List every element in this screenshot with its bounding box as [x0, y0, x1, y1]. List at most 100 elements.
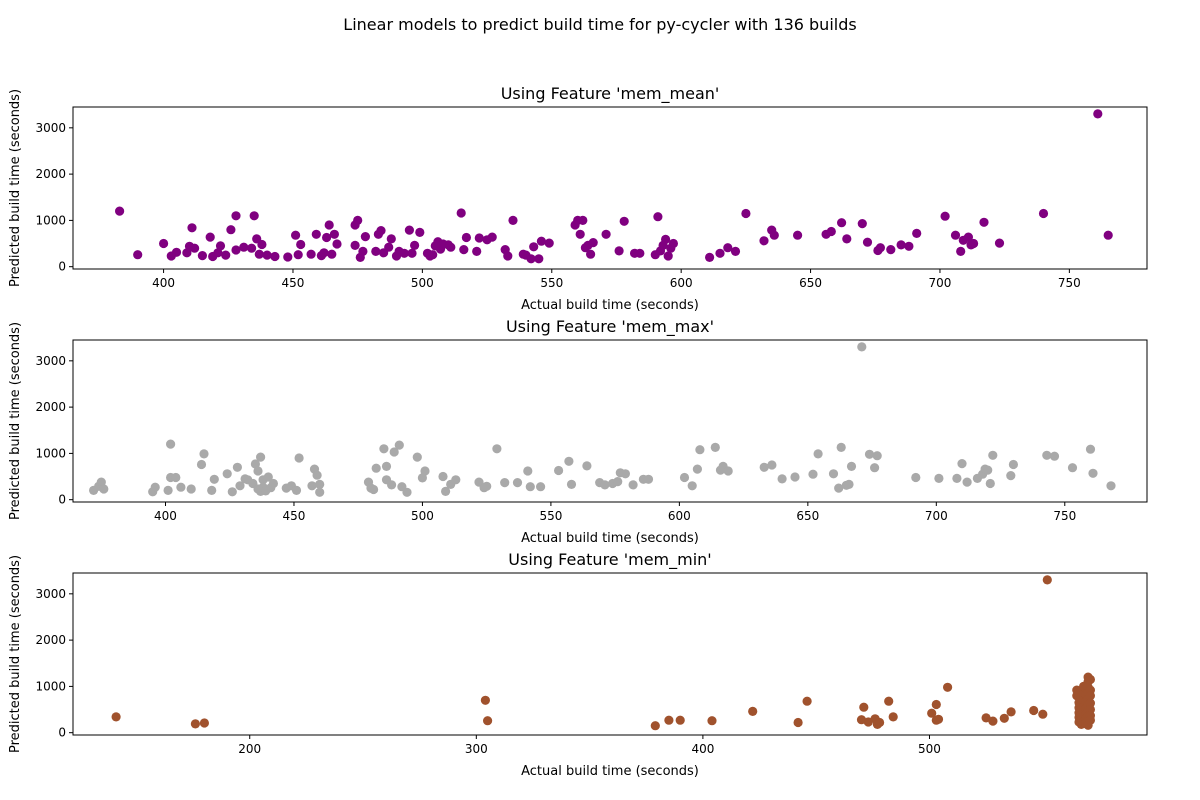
- data-point: [322, 232, 332, 243]
- data-point: [415, 227, 425, 237]
- data-point: [544, 238, 554, 248]
- data-point: [512, 478, 523, 488]
- x-tick-label: 400: [152, 276, 175, 290]
- data-point: [675, 715, 685, 725]
- data-point: [790, 472, 800, 482]
- data-point: [904, 241, 914, 251]
- data-point: [988, 716, 998, 726]
- data-point: [931, 699, 941, 710]
- data-point: [306, 249, 316, 259]
- data-point: [253, 466, 263, 476]
- data-point: [171, 247, 182, 257]
- data-point: [1042, 450, 1052, 460]
- data-point: [777, 474, 787, 484]
- x-axis-label: Actual build time (seconds): [521, 764, 699, 779]
- data-point: [186, 484, 196, 494]
- data-point: [687, 481, 697, 491]
- data-point: [283, 252, 293, 262]
- data-point: [263, 472, 273, 482]
- x-tick-label: 600: [668, 509, 691, 523]
- data-point: [307, 481, 317, 491]
- data-point: [933, 714, 944, 724]
- data-point: [1085, 674, 1095, 685]
- data-point: [723, 243, 733, 253]
- data-point: [446, 242, 456, 252]
- data-point: [472, 246, 482, 256]
- y-tick-label: 3000: [35, 354, 66, 368]
- data-point: [588, 238, 598, 248]
- x-tick-label: 200: [238, 742, 261, 756]
- data-point: [459, 245, 469, 255]
- data-point: [291, 230, 301, 240]
- plot-frame: [72, 106, 1148, 270]
- data-point: [710, 442, 720, 452]
- data-point: [115, 206, 125, 216]
- data-point: [1008, 459, 1019, 470]
- data-point: [247, 243, 257, 253]
- data-point: [441, 486, 451, 496]
- data-point: [270, 251, 280, 262]
- data-point: [864, 449, 875, 459]
- data-point: [257, 239, 267, 250]
- data-point: [1085, 715, 1095, 725]
- data-point: [503, 251, 513, 261]
- data-point: [213, 248, 223, 258]
- data-point: [227, 487, 237, 497]
- data-point: [529, 242, 539, 252]
- y-axis-label: Predicted build time (seconds): [8, 322, 23, 520]
- data-point: [250, 459, 260, 469]
- data-point: [231, 245, 241, 255]
- data-point: [859, 702, 869, 712]
- x-tick-label: 450: [282, 276, 305, 290]
- data-point: [99, 484, 109, 494]
- x-tick-label: 500: [411, 509, 434, 523]
- subplot-title: Using Feature 'mem_min': [508, 550, 711, 570]
- data-point: [205, 232, 215, 242]
- data-point: [353, 215, 363, 225]
- data-point: [221, 250, 231, 260]
- data-point: [692, 464, 703, 474]
- data-point: [723, 466, 733, 476]
- plot-marks: 400 450 500 550 600 650 700 750 0 1000 2000 3000: [35, 342, 1116, 523]
- data-point: [912, 228, 922, 238]
- data-point: [875, 717, 885, 728]
- data-point: [1067, 463, 1078, 473]
- data-point: [870, 463, 880, 473]
- data-point: [884, 696, 894, 706]
- data-point: [319, 248, 329, 258]
- data-point: [988, 450, 998, 460]
- figure-suptitle: Linear models to predict build time for …: [343, 15, 856, 34]
- data-point: [564, 456, 574, 466]
- data-point: [952, 473, 962, 483]
- x-tick-label: 550: [540, 276, 563, 290]
- data-point: [715, 248, 725, 258]
- data-point: [846, 461, 857, 471]
- x-axis-label: Actual build time (seconds): [521, 298, 699, 313]
- data-point: [628, 480, 638, 490]
- data-point: [1049, 451, 1060, 461]
- data-point: [386, 234, 396, 244]
- data-point: [707, 716, 717, 726]
- data-point: [1088, 468, 1098, 478]
- data-point: [315, 487, 325, 497]
- data-point: [643, 474, 654, 484]
- y-tick-label: 3000: [35, 121, 66, 135]
- data-point: [133, 250, 143, 260]
- data-point: [769, 230, 779, 240]
- data-point: [826, 226, 836, 237]
- data-point: [875, 243, 886, 253]
- data-point: [451, 475, 461, 485]
- data-point: [759, 236, 769, 246]
- data-point: [695, 445, 705, 455]
- data-point: [381, 461, 392, 471]
- subplot-mem-max: Using Feature 'mem_max' Actual build tim…: [8, 317, 1148, 546]
- data-point: [934, 473, 944, 483]
- x-tick-label: 750: [1058, 276, 1081, 290]
- data-point: [813, 449, 823, 459]
- data-point: [420, 466, 430, 476]
- data-point: [985, 478, 995, 489]
- data-point: [404, 225, 414, 235]
- data-point: [166, 439, 176, 449]
- data-point: [394, 440, 404, 450]
- data-point: [291, 485, 302, 495]
